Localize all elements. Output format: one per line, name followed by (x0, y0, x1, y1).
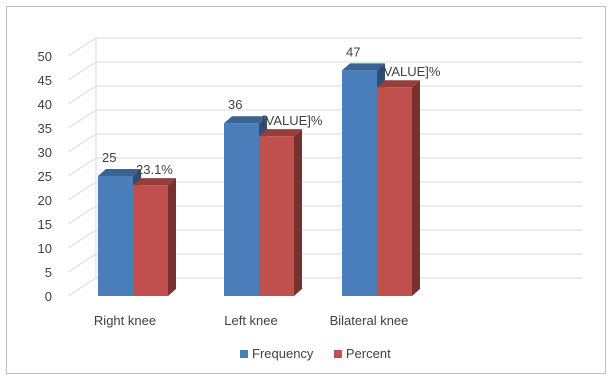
gridline-diagonal (67, 181, 97, 201)
data-label: 23.1% (136, 162, 173, 177)
x-tick-label: Bilateral knee (330, 313, 409, 328)
y-tick-label: 35 (38, 121, 52, 136)
gridline-diagonal (67, 133, 97, 153)
y-tick-label: 10 (38, 241, 52, 256)
x-tick-label: Left knee (224, 313, 278, 328)
gridline-diagonal (67, 61, 97, 81)
y-tick-label: 45 (38, 73, 52, 88)
gridline-diagonal (67, 253, 97, 273)
bar-top (259, 129, 302, 137)
bar-top (98, 169, 141, 176)
legend-swatch-frequency (240, 350, 248, 358)
bar-front (98, 176, 133, 296)
legend-label-percent: Percent (346, 346, 391, 361)
bar-side (412, 80, 420, 296)
data-label: [VALUE]% (380, 64, 441, 79)
gridline-diagonal (67, 157, 97, 177)
bar-front (224, 123, 259, 296)
gridline-diagonal (67, 205, 97, 225)
gridline-diagonal (67, 37, 97, 57)
bar-front (259, 136, 294, 296)
bar-top (342, 63, 385, 71)
y-tick-label: 50 (38, 49, 52, 64)
bar-top (133, 178, 176, 186)
y-tick-label: 15 (38, 217, 52, 232)
y-tick-label: 5 (45, 265, 52, 280)
bar-front (342, 70, 377, 297)
gridline-diagonal (67, 109, 97, 129)
bar-right-knee-percent (133, 178, 176, 296)
gridline-diagonal (67, 229, 97, 249)
y-tick-label: 0 (45, 289, 52, 304)
data-label: 25 (102, 150, 116, 165)
y-tick-label: 20 (38, 193, 52, 208)
bar-top (377, 80, 420, 88)
data-label: 47 (346, 44, 360, 59)
legend: Frequency Percent (240, 346, 391, 361)
bar-side (168, 178, 176, 296)
bar-front (133, 185, 168, 296)
bar-side (294, 129, 302, 296)
y-tick-label: 25 (38, 169, 52, 184)
gridline-diagonal (67, 85, 97, 105)
y-tick-label: 30 (38, 145, 52, 160)
data-label: [VALUE]% (262, 113, 323, 128)
data-label: 36 (228, 97, 242, 112)
bar-front (377, 87, 412, 296)
bar-left-knee-percent (259, 129, 302, 296)
x-tick-label: Right knee (94, 313, 156, 328)
y-tick-label: 40 (38, 97, 52, 112)
bar-top (224, 116, 267, 124)
legend-swatch-percent (333, 350, 342, 358)
legend-label-frequency: Frequency (252, 346, 314, 361)
gridline-diagonal (67, 277, 97, 297)
bar-bilateral-knee-percent (377, 80, 420, 296)
